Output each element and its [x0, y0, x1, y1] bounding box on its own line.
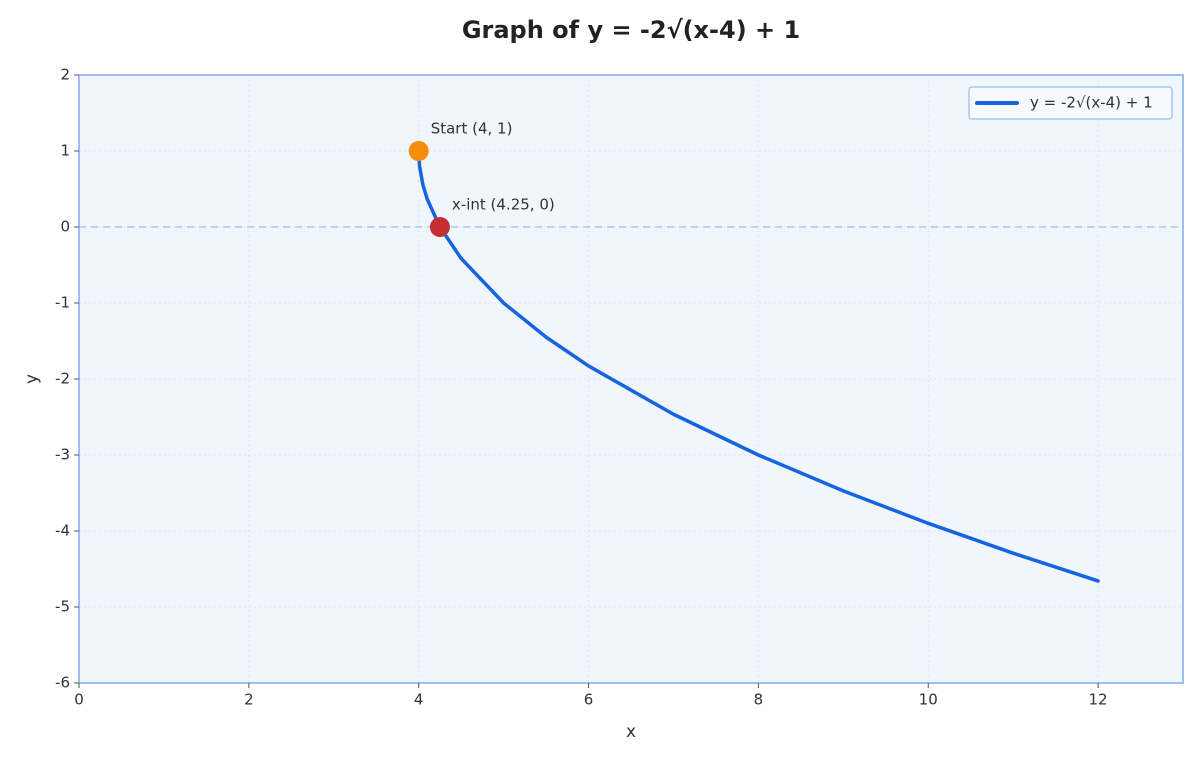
- x-tick-label: 0: [74, 691, 84, 709]
- y-tick-label: -1: [55, 294, 70, 312]
- point-annotation: x-int (4.25, 0): [452, 196, 555, 214]
- legend-box: [968, 86, 1173, 120]
- x-axis-label: x: [626, 722, 636, 742]
- y-axis-label: y: [22, 374, 42, 384]
- point-marker: [408, 141, 429, 161]
- series-line: [416, 149, 1100, 583]
- y-tick-label: 2: [60, 66, 70, 84]
- legend-label: y = -2√(x-4) + 1: [1030, 94, 1153, 112]
- x-tick-label: 12: [1089, 691, 1108, 709]
- y-tick-label: -6: [55, 674, 70, 692]
- y-tick-label: -5: [55, 598, 70, 616]
- y-tick-label: -3: [55, 446, 70, 464]
- y-tick-label: -4: [55, 522, 70, 540]
- marks: Start (4, 1) x-int (4.25, 0): [79, 120, 1183, 583]
- x-tick-label: 8: [754, 691, 764, 709]
- x-tick-label: 2: [244, 691, 254, 709]
- point-marker: [429, 217, 450, 237]
- y-tick-label: 0: [60, 218, 70, 236]
- y-tick-label: 1: [60, 142, 70, 160]
- x-tick-label: 4: [414, 691, 424, 709]
- point-annotation: Start (4, 1): [431, 120, 513, 138]
- chart-title: Graph of y = -2√(x-4) + 1: [462, 16, 800, 44]
- legend: y = -2√(x-4) + 1: [968, 86, 1173, 120]
- x-tick-label: 6: [584, 691, 594, 709]
- x-tick-label: 10: [919, 691, 938, 709]
- y-tick-label: -2: [55, 370, 70, 388]
